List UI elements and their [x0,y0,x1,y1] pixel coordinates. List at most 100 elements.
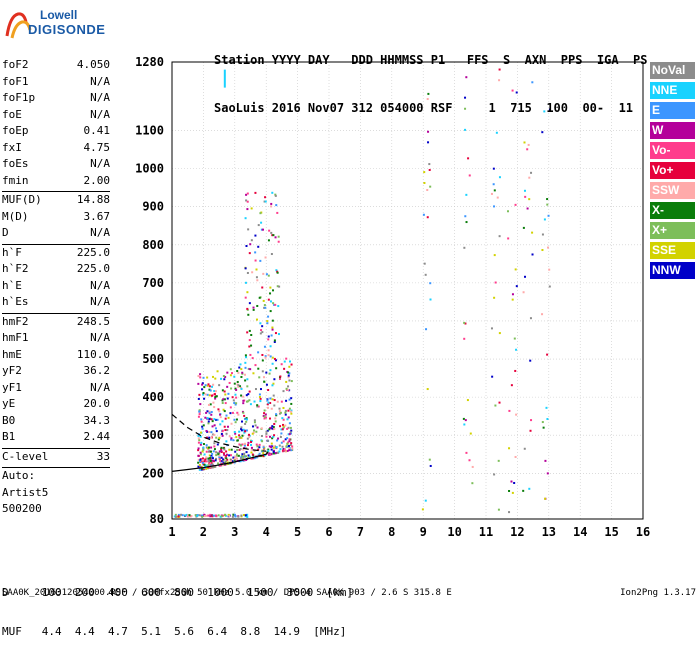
echo-point [210,413,213,416]
echo-point [284,413,287,416]
echo-point [215,430,218,433]
echo-point [280,400,283,403]
echo-point [286,442,289,445]
echo-point [206,393,209,396]
echo-point [269,401,272,404]
echo-point [250,334,253,337]
echo-point [236,448,239,451]
polarization-legend: NoVal NNE E W Vo- Vo+ SSW X- X+ SSE NNW [650,62,695,282]
echo-point [206,417,209,420]
echo-point [184,514,187,517]
echo-point [541,313,544,316]
echo-point [211,515,214,518]
echo-point [248,436,251,439]
echo-point [289,431,292,434]
echo-point [235,418,238,421]
echo-point [202,376,205,379]
echo-point [465,451,468,454]
echo-point [288,372,291,375]
y-tick-label: 80 [150,512,164,526]
echo-point [289,426,292,429]
param-row-b0: B0 34.3 [2,414,110,431]
echo-point [498,401,501,404]
version-label: Ion2Png 1.3.17 [620,588,696,598]
param-separator [2,191,110,192]
echo-point [278,285,281,288]
x-tick-label: 4 [263,525,270,539]
file-info: SAA0K_2016312054000.RSF / 300fx256h 50 k… [2,588,452,598]
echo-point [203,515,206,518]
echo-point [217,438,220,441]
echo-point [464,322,467,325]
echo-point [255,430,258,433]
echo-point [240,394,243,397]
echo-point [273,434,276,437]
echo-point [246,515,249,518]
echo-point [229,406,232,409]
echo-point [272,382,275,385]
param-separator [2,467,110,468]
echo-point [276,439,279,442]
echo-point [548,285,551,288]
echo-point [284,409,287,412]
param-row-clevel: C-level 33 [2,450,110,467]
echo-point [255,318,258,321]
echo-point [274,332,277,335]
echo-point [242,395,245,398]
param-separator [2,312,110,314]
echo-point [213,418,216,421]
echo-point [207,514,210,517]
echo-point [236,370,239,373]
echo-point [199,435,202,438]
echo-point [255,276,258,279]
param-name: C-level [2,449,49,463]
echo-point [199,458,202,461]
echo-point [224,429,227,432]
x-tick-label: 7 [357,525,364,539]
echo-point [197,449,200,452]
param-row-yf1: yF1 N/A [2,381,110,398]
echo-point [198,468,201,471]
echo-point [514,369,517,372]
echo-point [511,293,514,296]
param-value: N/A [90,380,110,394]
echo-point [267,349,270,352]
echo-point [422,213,425,216]
echo-point [259,212,262,215]
echo-point [288,438,291,441]
header-line-2: SaoLuis 2016 Nov07 312 054000 RSF 1 715 … [214,101,634,115]
param-name: B1 [2,430,16,443]
echo-point [204,393,207,396]
echo-point [230,437,233,440]
echo-point [285,357,288,360]
echo-point [257,351,260,354]
echo-point [229,458,232,461]
echo-point [237,384,240,387]
legend-item-x: X+ [650,222,695,239]
echo-point [204,384,207,387]
echo-point [246,437,249,440]
param-row-fof2: foF2 4.050 [2,58,110,75]
echo-point [268,435,271,438]
echo-point [208,430,211,433]
echo-point [281,417,284,420]
param-value: 33 [96,449,110,463]
echo-point [210,450,213,453]
echo-point [274,194,277,197]
echo-point [428,458,431,461]
echo-point [494,281,497,284]
param-name: yF2 [2,364,22,377]
echo-point [286,449,289,452]
echo-point [247,228,250,231]
echo-point [246,307,249,310]
x-tick-label: 1 [168,525,175,539]
echo-point [210,454,213,457]
echo-point [492,167,495,170]
echo-point [259,400,262,403]
echo-point [220,460,223,463]
echo-point [240,387,243,390]
echo-point [468,459,471,462]
echo-point [199,376,202,379]
param-name: h`F2 [2,262,29,275]
echo-point [231,396,234,399]
